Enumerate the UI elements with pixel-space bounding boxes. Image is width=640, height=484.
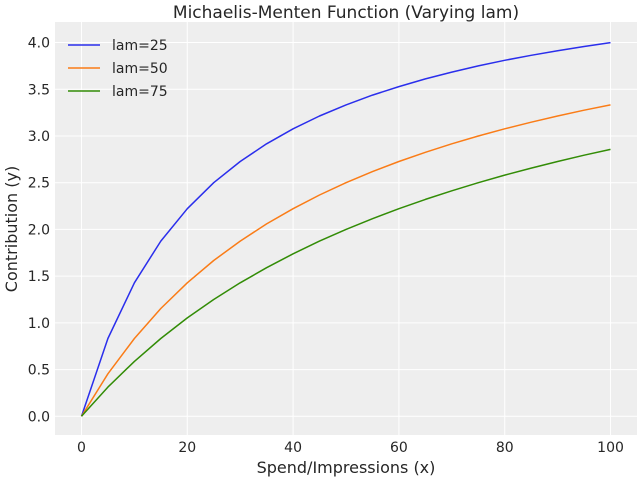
series-lines	[80, 41, 611, 417]
y-tick-label: 0.0	[28, 409, 50, 425]
legend-label: lam=25	[112, 38, 168, 54]
legend-label: lam=50	[112, 61, 168, 77]
chart-title: Michaelis-Menten Function (Varying lam)	[173, 3, 519, 23]
y-tick-label: 0.5	[28, 363, 50, 379]
y-tick-label: 2.5	[28, 176, 50, 192]
plot-area	[55, 22, 637, 435]
y-tick-label: 1.0	[28, 316, 50, 332]
tick-labels: 0 20 40 60 80 100 0.0 0.5 1.0 1.5 2.0 2.5 3.0 3.5 4.0	[28, 36, 624, 456]
x-tick-label: 80	[496, 440, 514, 456]
series-line-lam-50	[80, 104, 611, 417]
x-tick-label: 100	[597, 440, 624, 456]
y-tick-label: 4.0	[28, 36, 50, 52]
y-tick-label: 2.0	[28, 222, 50, 238]
legend: lam=25 lam=50 lam=75	[68, 38, 168, 100]
legend-label: lam=75	[112, 84, 168, 100]
x-axis-label: Spend/Impressions (x)	[257, 458, 436, 477]
x-tick-label: 20	[178, 440, 196, 456]
y-tick-label: 1.5	[28, 269, 50, 285]
x-tick-label: 60	[390, 440, 408, 456]
series-line-lam-75	[80, 148, 611, 417]
x-tick-label: 40	[284, 440, 302, 456]
y-axis-label: Contribution (y)	[2, 166, 21, 292]
series-line-lam-25	[80, 41, 611, 417]
y-tick-label: 3.0	[28, 129, 50, 145]
y-tick-label: 3.5	[28, 82, 50, 98]
x-tick-label: 0	[77, 440, 86, 456]
